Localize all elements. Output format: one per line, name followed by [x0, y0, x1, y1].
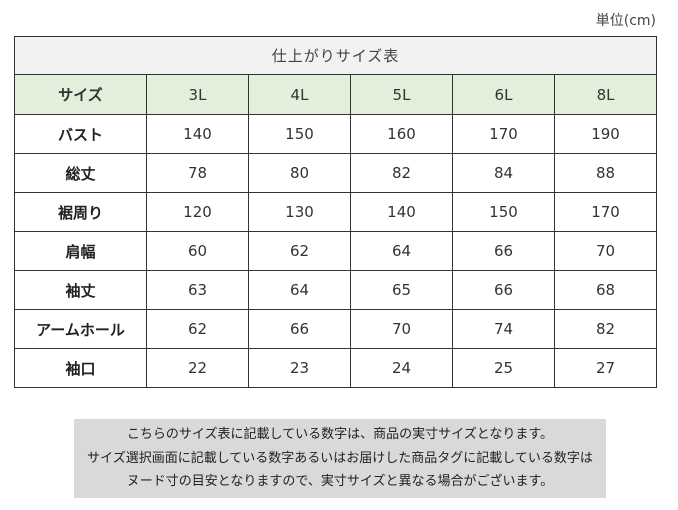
note-line: サイズ選択画面に記載している数字あるいはお届けした商品タグに記載している数字は	[87, 450, 593, 466]
table-row: 肩幅 60 62 64 66 70	[14, 231, 658, 271]
table-title-row: 仕上がりサイズ表	[13, 36, 658, 75]
row-label: 肩幅	[14, 231, 147, 271]
unit-label: 単位(cm)	[595, 13, 656, 29]
table-cell: 150	[452, 192, 555, 232]
table-row: 総丈 78 80 82 84 88	[14, 153, 658, 193]
table-cell: 70	[350, 309, 453, 349]
table-cell: 140	[350, 192, 453, 232]
table-cell: 82	[350, 153, 453, 193]
table-row: アームホール 62 66 70 74 82	[14, 309, 658, 349]
table-cell: 170	[553, 192, 658, 232]
table-row: 裾周り 120 130 140 150 170	[14, 192, 658, 232]
table-title: 仕上がりサイズ表	[13, 36, 658, 75]
table-cell: 23	[248, 348, 351, 388]
table-cell: 190	[553, 114, 658, 154]
row-label: バスト	[14, 114, 147, 154]
table-cell: 66	[452, 270, 555, 310]
size-header-8l: 8L	[553, 74, 658, 115]
table-cell: 74	[452, 309, 555, 349]
size-note-box: こちらのサイズ表に記載している数字は、商品の実寸サイズとなります。 サイズ選択画…	[74, 419, 606, 498]
table-cell: 70	[553, 231, 658, 271]
table-cell: 88	[553, 153, 658, 193]
table-cell: 25	[452, 348, 555, 388]
table-row: バスト 140 150 160 170 190	[14, 114, 658, 154]
table-cell: 64	[350, 231, 453, 271]
table-cell: 60	[146, 231, 249, 271]
table-cell: 65	[350, 270, 453, 310]
size-header-3l: 3L	[146, 74, 249, 115]
row-label: 袖丈	[14, 270, 147, 310]
table-cell: 140	[146, 114, 249, 154]
table-row: 袖丈 63 64 65 66 68	[14, 270, 658, 310]
table-header-row: サイズ 3L 4L 5L 6L 8L	[14, 74, 658, 115]
table-cell: 62	[146, 309, 249, 349]
table-cell: 68	[553, 270, 658, 310]
table-cell: 22	[146, 348, 249, 388]
row-label: 袖口	[14, 348, 147, 388]
table-cell: 66	[452, 231, 555, 271]
table-cell: 120	[146, 192, 249, 232]
table-cell: 160	[350, 114, 453, 154]
table-cell: 130	[248, 192, 351, 232]
table-cell: 78	[146, 153, 249, 193]
table-cell: 82	[553, 309, 658, 349]
table-cell: 170	[452, 114, 555, 154]
row-label: アームホール	[14, 309, 147, 349]
size-header-6l: 6L	[452, 74, 555, 115]
size-header-label: サイズ	[14, 74, 147, 115]
table-cell: 66	[248, 309, 351, 349]
table-cell: 63	[146, 270, 249, 310]
table-cell: 24	[350, 348, 453, 388]
row-label: 裾周り	[14, 192, 147, 232]
table-cell: 62	[248, 231, 351, 271]
size-table: 仕上がりサイズ表 サイズ 3L 4L 5L 6L 8L バスト 140 150 …	[13, 36, 658, 388]
table-cell: 84	[452, 153, 555, 193]
table-cell: 150	[248, 114, 351, 154]
row-label: 総丈	[14, 153, 147, 193]
size-header-5l: 5L	[350, 74, 453, 115]
table-cell: 27	[553, 348, 658, 388]
note-line: こちらのサイズ表に記載している数字は、商品の実寸サイズとなります。	[126, 427, 554, 442]
table-row: 袖口 22 23 24 25 27	[14, 348, 658, 388]
note-line: ヌード寸の目安となりますので、実寸サイズと異なる場合がございます。	[126, 474, 554, 489]
size-header-4l: 4L	[248, 74, 351, 115]
table-cell: 64	[248, 270, 351, 310]
table-cell: 80	[248, 153, 351, 193]
